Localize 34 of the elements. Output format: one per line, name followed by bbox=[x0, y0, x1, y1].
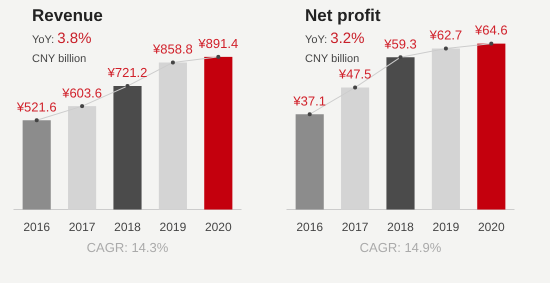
data-label: ¥521.6 bbox=[16, 99, 57, 114]
data-label: ¥37.1 bbox=[292, 93, 326, 108]
data-label: ¥721.2 bbox=[106, 65, 148, 80]
bar bbox=[22, 120, 51, 210]
chart-subtitle: YoY: 3.8% bbox=[32, 30, 92, 47]
x-tick-label: 2020 bbox=[478, 220, 505, 234]
x-tick-label: 2017 bbox=[68, 220, 96, 234]
x-tick-label: 2018 bbox=[114, 220, 142, 234]
data-label: ¥47.5 bbox=[338, 66, 372, 82]
x-tick-label: 2020 bbox=[204, 220, 232, 234]
data-label: ¥59.3 bbox=[383, 36, 417, 52]
bar bbox=[113, 86, 142, 210]
x-tick-label: 2016 bbox=[23, 220, 50, 234]
text: CAGR: 14.9% bbox=[358, 240, 442, 255]
x-tick-label: 2018 bbox=[387, 220, 414, 234]
data-label: ¥62.7 bbox=[428, 28, 462, 43]
chart-title: Net profit bbox=[305, 6, 381, 26]
bar bbox=[477, 44, 506, 210]
x-tick-label: 2017 bbox=[342, 220, 369, 234]
bar bbox=[386, 57, 415, 210]
data-label: ¥891.4 bbox=[197, 36, 238, 51]
y-axis-title: CNY billion bbox=[305, 53, 360, 65]
bar bbox=[296, 114, 324, 210]
x-tick-label: 2016 bbox=[296, 220, 324, 234]
chart-subtitle: YoY: 3.2% bbox=[305, 30, 364, 47]
data-label: ¥603.6 bbox=[61, 85, 102, 100]
x-tick-label: 2019 bbox=[160, 220, 187, 234]
chart-title: Revenue bbox=[32, 6, 103, 26]
data-label: ¥64.6 bbox=[474, 22, 508, 38]
y-axis-title: CNY billion bbox=[32, 53, 88, 65]
x-tick-label: 2019 bbox=[432, 220, 460, 234]
text: CAGR: 14.3% bbox=[86, 240, 170, 255]
bar bbox=[204, 56, 232, 210]
data-label: ¥858.8 bbox=[152, 42, 193, 57]
